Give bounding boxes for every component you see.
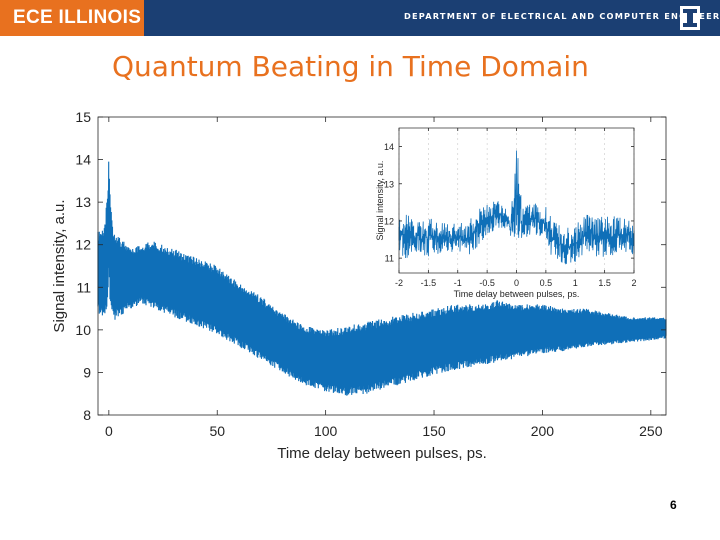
x-tick-label: -0.5	[479, 278, 495, 288]
x-axis-label: Time delay between pulses, ps.	[277, 445, 487, 462]
y-axis-label: Signal intensity, a.u.	[51, 199, 68, 332]
x-axis-label: Time delay between pulses, ps.	[454, 289, 580, 299]
x-tick-label: -1.5	[421, 278, 437, 288]
x-tick-label: 0.5	[540, 278, 553, 288]
y-tick-label: 8	[83, 407, 91, 423]
x-tick-label: 50	[209, 423, 225, 439]
x-tick-label: -1	[454, 278, 462, 288]
y-tick-label: 13	[75, 194, 91, 210]
y-tick-label: 13	[384, 179, 394, 189]
slide-title: Quantum Beating in Time Domain	[112, 50, 589, 83]
x-tick-label: 0	[105, 423, 113, 439]
y-tick-label: 11	[385, 254, 394, 264]
y-tick-label: 14	[75, 152, 91, 168]
x-tick-label: 1.5	[598, 278, 611, 288]
y-axis-label: Signal intensity, a.u.	[375, 161, 385, 241]
x-tick-label: 0	[514, 278, 519, 288]
axes-box	[97, 116, 667, 416]
y-tick-label: 15	[75, 109, 91, 125]
x-tick-label: 250	[639, 423, 663, 439]
illinois-block-i-icon	[680, 6, 700, 30]
y-tick-label: 9	[83, 364, 91, 380]
x-tick-label: 1	[573, 278, 578, 288]
department-name: DEPARTMENT OF ELECTRICAL AND COMPUTER EN…	[404, 11, 720, 21]
x-tick-label: 2	[631, 278, 636, 288]
x-tick-label: -2	[395, 278, 403, 288]
x-tick-label: 100	[314, 423, 338, 439]
signal-series	[97, 161, 667, 396]
header-bar: ECE ILLINOIS DEPARTMENT OF ELECTRICAL AN…	[0, 0, 720, 36]
page-number: 6	[670, 498, 677, 512]
y-tick-label: 11	[76, 279, 91, 295]
signal-series	[398, 150, 635, 265]
y-tick-label: 12	[75, 237, 91, 253]
y-tick-label: 10	[75, 322, 91, 338]
y-tick-label: 14	[384, 142, 394, 152]
y-tick-label: 12	[384, 216, 394, 226]
x-tick-label: 200	[531, 423, 555, 439]
ece-illinois-logo: ECE ILLINOIS	[0, 0, 144, 36]
x-tick-label: 150	[422, 423, 446, 439]
inset-plot: -2 -1.5 -1 -0.5 0 0.5 1 1.5 2 11 12 13 14 Time delay …	[375, 127, 637, 299]
